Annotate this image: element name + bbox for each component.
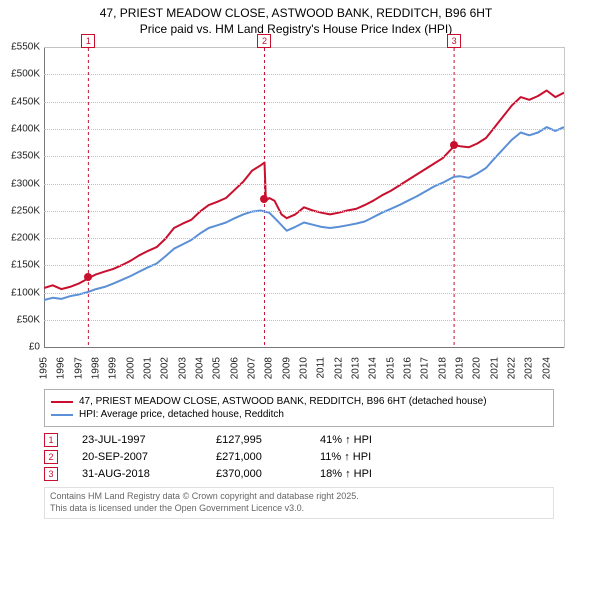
x-tick-label: 2021 xyxy=(489,357,500,379)
x-tick-label: 1998 xyxy=(91,357,102,379)
marker-dot xyxy=(84,273,92,281)
footer-line-2: This data is licensed under the Open Gov… xyxy=(50,503,548,515)
gridline-h xyxy=(44,320,564,321)
table-pct: 11% ↑ HPI xyxy=(320,451,440,463)
y-tick-label: £550K xyxy=(0,42,40,53)
gridline-h xyxy=(44,129,564,130)
marker-label: 1 xyxy=(81,34,95,48)
legend-label-property: 47, PRIEST MEADOW CLOSE, ASTWOOD BANK, R… xyxy=(79,396,487,407)
plot-region xyxy=(44,47,565,348)
title-line-1: 47, PRIEST MEADOW CLOSE, ASTWOOD BANK, R… xyxy=(0,6,592,22)
marker-table: 1 23-JUL-1997 £127,995 41% ↑ HPI 2 20-SEP-200… xyxy=(44,433,554,481)
x-tick-label: 2024 xyxy=(541,357,552,379)
table-marker-badge: 2 xyxy=(44,450,58,464)
x-tick-label: 2012 xyxy=(333,357,344,379)
y-tick-label: £150K xyxy=(0,260,40,271)
x-axis xyxy=(44,347,564,348)
gridline-h xyxy=(44,74,564,75)
y-tick-label: £400K xyxy=(0,124,40,135)
table-row: 2 20-SEP-2007 £271,000 11% ↑ HPI xyxy=(44,450,554,464)
x-tick-label: 1995 xyxy=(39,357,50,379)
marker-dot xyxy=(260,195,268,203)
table-pct: 18% ↑ HPI xyxy=(320,468,440,480)
x-tick-label: 2009 xyxy=(281,357,292,379)
y-tick-label: £100K xyxy=(0,287,40,298)
table-row: 1 23-JUL-1997 £127,995 41% ↑ HPI xyxy=(44,433,554,447)
series-svg xyxy=(44,48,564,348)
x-tick-label: 2014 xyxy=(368,357,379,379)
y-tick-label: £350K xyxy=(0,151,40,162)
x-tick-label: 2018 xyxy=(437,357,448,379)
x-tick-label: 2011 xyxy=(316,357,327,379)
x-tick-label: 2016 xyxy=(403,357,414,379)
x-tick-label: 2019 xyxy=(455,357,466,379)
table-date: 20-SEP-2007 xyxy=(82,451,192,463)
marker-label: 3 xyxy=(447,34,461,48)
gridline-h xyxy=(44,211,564,212)
gridline-h xyxy=(44,265,564,266)
gridline-h xyxy=(44,47,564,48)
footer: Contains HM Land Registry data © Crown c… xyxy=(44,487,554,518)
footer-line-1: Contains HM Land Registry data © Crown c… xyxy=(50,491,548,503)
y-tick-label: £50K xyxy=(0,314,40,325)
gridline-h xyxy=(44,156,564,157)
x-tick-label: 2004 xyxy=(195,357,206,379)
chart-area: £0 £50K £100K £150K £200K £250K £300K £350K £400… xyxy=(0,43,570,383)
legend-swatch-property xyxy=(51,401,73,403)
gridline-h xyxy=(44,102,564,103)
series-property xyxy=(44,91,564,290)
table-price: £370,000 xyxy=(216,468,296,480)
x-tick-label: 2002 xyxy=(160,357,171,379)
legend-item-hpi: HPI: Average price, detached house, Redd… xyxy=(51,409,547,420)
table-price: £127,995 xyxy=(216,434,296,446)
table-date: 31-AUG-2018 xyxy=(82,468,192,480)
table-price: £271,000 xyxy=(216,451,296,463)
legend-swatch-hpi xyxy=(51,414,73,416)
gridline-h xyxy=(44,293,564,294)
y-tick-label: £450K xyxy=(0,96,40,107)
table-pct: 41% ↑ HPI xyxy=(320,434,440,446)
marker-label: 2 xyxy=(257,34,271,48)
legend: 47, PRIEST MEADOW CLOSE, ASTWOOD BANK, R… xyxy=(44,389,554,427)
x-tick-label: 2020 xyxy=(472,357,483,379)
x-tick-label: 2015 xyxy=(385,357,396,379)
y-tick-label: £300K xyxy=(0,178,40,189)
y-tick-label: £200K xyxy=(0,233,40,244)
table-date: 23-JUL-1997 xyxy=(82,434,192,446)
legend-label-hpi: HPI: Average price, detached house, Redd… xyxy=(79,409,284,420)
x-tick-label: 2000 xyxy=(125,357,136,379)
table-row: 3 31-AUG-2018 £370,000 18% ↑ HPI xyxy=(44,467,554,481)
y-tick-label: £500K xyxy=(0,69,40,80)
table-marker-badge: 1 xyxy=(44,433,58,447)
x-tick-label: 2005 xyxy=(212,357,223,379)
x-tick-label: 2007 xyxy=(247,357,258,379)
x-tick-label: 2022 xyxy=(507,357,518,379)
series-hpi xyxy=(44,127,564,300)
x-tick-label: 2008 xyxy=(264,357,275,379)
x-tick-label: 2023 xyxy=(524,357,535,379)
x-tick-label: 2010 xyxy=(299,357,310,379)
x-tick-label: 2006 xyxy=(229,357,240,379)
x-tick-label: 1997 xyxy=(73,357,84,379)
gridline-h xyxy=(44,184,564,185)
x-tick-label: 1996 xyxy=(56,357,67,379)
legend-item-property: 47, PRIEST MEADOW CLOSE, ASTWOOD BANK, R… xyxy=(51,396,547,407)
x-tick-label: 2017 xyxy=(420,357,431,379)
marker-dot xyxy=(450,141,458,149)
x-tick-label: 2003 xyxy=(177,357,188,379)
y-tick-label: £250K xyxy=(0,205,40,216)
x-tick-label: 2013 xyxy=(351,357,362,379)
y-tick-label: £0 xyxy=(0,342,40,353)
x-tick-label: 2001 xyxy=(143,357,154,379)
gridline-h xyxy=(44,238,564,239)
x-tick-label: 1999 xyxy=(108,357,119,379)
table-marker-badge: 3 xyxy=(44,467,58,481)
